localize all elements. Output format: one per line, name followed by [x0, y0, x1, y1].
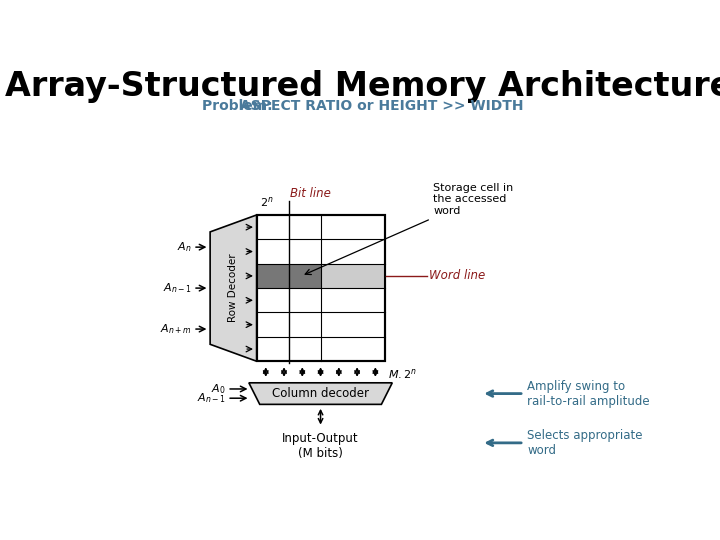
Text: $A_{n-1}$: $A_{n-1}$ — [197, 392, 225, 405]
Text: Row Decoder: Row Decoder — [228, 254, 238, 322]
Bar — [256, 215, 384, 361]
Text: $M.2^n$: $M.2^n$ — [387, 367, 416, 381]
Polygon shape — [249, 383, 392, 404]
Text: Storage cell in
the accessed
word: Storage cell in the accessed word — [433, 183, 513, 215]
Text: Problem:: Problem: — [202, 99, 278, 113]
Bar — [256, 215, 384, 361]
Bar — [256, 264, 320, 288]
Text: Array-Structured Memory Architecture: Array-Structured Memory Architecture — [5, 70, 720, 103]
Text: Amplify swing to
rail-to-rail amplitude: Amplify swing to rail-to-rail amplitude — [527, 380, 649, 408]
Text: Word line: Word line — [428, 269, 485, 282]
Text: $A_{n+m}$: $A_{n+m}$ — [160, 322, 192, 336]
Text: $2^n$: $2^n$ — [261, 195, 274, 209]
Text: $A_0$: $A_0$ — [211, 382, 225, 396]
Text: $A_n$: $A_n$ — [177, 240, 192, 254]
Text: $A_{n-1}$: $A_{n-1}$ — [163, 281, 192, 295]
Polygon shape — [210, 215, 256, 361]
Bar — [256, 264, 384, 288]
Text: Input-Output
(M bits): Input-Output (M bits) — [282, 432, 359, 460]
Text: ASPECT RATIO or HEIGHT >> WIDTH: ASPECT RATIO or HEIGHT >> WIDTH — [240, 99, 523, 113]
Text: Bit line: Bit line — [290, 186, 331, 200]
Text: Column decoder: Column decoder — [272, 387, 369, 400]
Text: Selects appropriate
word: Selects appropriate word — [527, 429, 643, 457]
